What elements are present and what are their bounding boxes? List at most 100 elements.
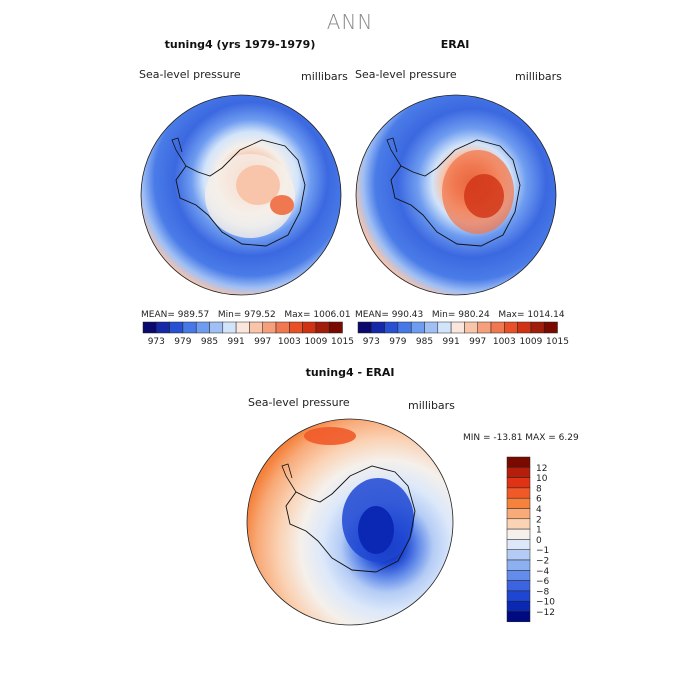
- colorbar-tick-label: 1: [536, 526, 542, 536]
- peninsula-outline: [171, 137, 187, 167]
- colorbar-swatch: [506, 508, 531, 520]
- colorbar-swatch: [506, 600, 531, 612]
- colorbar-swatch: [464, 321, 478, 334]
- colorbar-swatch: [506, 477, 531, 489]
- colorbar-swatch: [424, 321, 439, 334]
- colorbar-tick-label: 991: [443, 337, 460, 347]
- colorbar-swatch: [490, 321, 505, 334]
- colorbar-tick-label: 1009: [519, 337, 542, 347]
- colorbar-tick-label: 0: [536, 536, 542, 546]
- colorbar-tick-label: 991: [228, 337, 245, 347]
- stats-diff: MIN = -13.81 MAX = 6.29: [463, 433, 579, 443]
- colorbar-swatch: [506, 549, 531, 561]
- units-label-model: millibars: [301, 70, 348, 83]
- colorbar-tick-label: 997: [254, 337, 271, 347]
- colorbar-tick-label: 4: [536, 505, 542, 515]
- colorbar-swatch: [506, 590, 531, 602]
- colorbar-obs: 973 979 985 991 997 1003 1009 1015: [357, 321, 569, 347]
- colorbar-swatch: [195, 321, 210, 334]
- panel-title-diff: tuning4 - ERAI: [305, 366, 395, 379]
- colorbar-tick-label: 979: [389, 337, 406, 347]
- variable-label-diff: Sea-level pressure: [248, 396, 350, 409]
- peninsula-outline: [281, 463, 297, 493]
- colorbar-tick-label: 2: [536, 515, 542, 525]
- colorbar-swatch: [275, 321, 290, 334]
- colorbar-swatch: [506, 518, 531, 530]
- colorbar-swatch: [222, 321, 237, 334]
- colorbar-swatch: [506, 580, 531, 592]
- colorbar-swatch: [506, 570, 531, 581]
- colorbar-swatch: [477, 321, 492, 334]
- colorbar-swatch: [506, 539, 531, 550]
- colorbar-swatch: [371, 321, 385, 334]
- colorbar-tick-label: −2: [536, 557, 549, 567]
- peninsula-outline: [386, 137, 402, 167]
- colorbar-swatch: [209, 321, 224, 334]
- colorbar-swatch: [142, 321, 157, 334]
- colorbar-tick-label: 1003: [493, 337, 516, 347]
- colorbar-tick-label: 979: [174, 337, 191, 347]
- units-label-diff: millibars: [408, 399, 455, 412]
- colorbar-swatch: [506, 559, 531, 571]
- colorbar-swatch: [182, 321, 197, 334]
- colorbar-tick-label: 985: [201, 337, 218, 347]
- colorbar-swatch: [249, 321, 263, 334]
- colorbar-swatch: [506, 456, 531, 468]
- colorbar-swatch: [289, 321, 303, 334]
- colorbar-swatch: [315, 321, 330, 334]
- colorbar-tick-label: 1015: [546, 337, 569, 347]
- colorbar-swatch: [530, 321, 545, 334]
- colorbar-tick-label: 973: [148, 337, 165, 347]
- colorbar-swatch: [384, 321, 399, 334]
- colorbar-tick-label: 12: [536, 464, 547, 474]
- colorbar-tick-label: 1003: [278, 337, 301, 347]
- variable-label-model: Sea-level pressure: [139, 68, 241, 81]
- colorbar-swatch: [543, 321, 558, 334]
- colorbar-tick-label: −1: [536, 546, 549, 556]
- map-panel-diff: [246, 418, 454, 626]
- colorbar-swatch: [506, 497, 531, 509]
- stats-model: MEAN= 989.57 Min= 979.52 Max= 1006.01: [141, 310, 351, 320]
- colorbar-model: 973 979 985 991 997 1003 1009 1015: [142, 321, 354, 347]
- colorbar-tick-label: −4: [536, 567, 550, 577]
- colorbar-swatch: [437, 321, 452, 334]
- colorbar-swatch: [262, 321, 277, 334]
- colorbar-tick-label: −6: [536, 577, 550, 587]
- colorbar-swatch: [235, 321, 250, 334]
- colorbar-tick-label: 10: [536, 474, 548, 484]
- colorbar-swatch: [357, 321, 372, 334]
- stats-obs: MEAN= 990.43 Min= 980.24 Max= 1014.14: [355, 310, 565, 320]
- map-panel-obs: [355, 94, 557, 296]
- colorbar-swatch: [504, 321, 518, 334]
- colorbar-tick-label: −12: [536, 608, 555, 618]
- colorbar-swatch: [169, 321, 184, 334]
- colorbar-tick-label: 8: [536, 484, 542, 494]
- colorbar-tick-label: 1015: [331, 337, 354, 347]
- colorbar-tick-label: 1009: [304, 337, 327, 347]
- colorbar-swatch: [450, 321, 465, 334]
- units-label-obs: millibars: [515, 70, 562, 83]
- map-panel-model: [140, 94, 342, 296]
- colorbar-swatch: [506, 528, 531, 540]
- colorbar-tick-label: 6: [536, 495, 542, 505]
- colorbar-swatch: [328, 321, 343, 334]
- figure-title: ANN: [326, 10, 374, 34]
- variable-label-obs: Sea-level pressure: [355, 68, 457, 81]
- colorbar-swatch: [506, 467, 531, 478]
- colorbar-tick-label: −8: [536, 587, 550, 597]
- panel-title-model: tuning4 (yrs 1979-1979): [164, 38, 316, 51]
- colorbar-tick-label: 973: [363, 337, 380, 347]
- colorbar-swatch: [156, 321, 170, 334]
- colorbar-swatch: [517, 321, 532, 334]
- colorbar-tick-label: 985: [416, 337, 433, 347]
- colorbar-swatch: [302, 321, 317, 334]
- colorbar-tick-label: 997: [469, 337, 486, 347]
- colorbar-swatch: [397, 321, 412, 334]
- colorbar-tick-label: −10: [536, 598, 555, 608]
- colorbar-swatch: [410, 321, 425, 334]
- panel-title-obs: ERAI: [440, 38, 470, 51]
- colorbar-swatch: [506, 487, 531, 499]
- colorbar-swatch: [506, 611, 531, 623]
